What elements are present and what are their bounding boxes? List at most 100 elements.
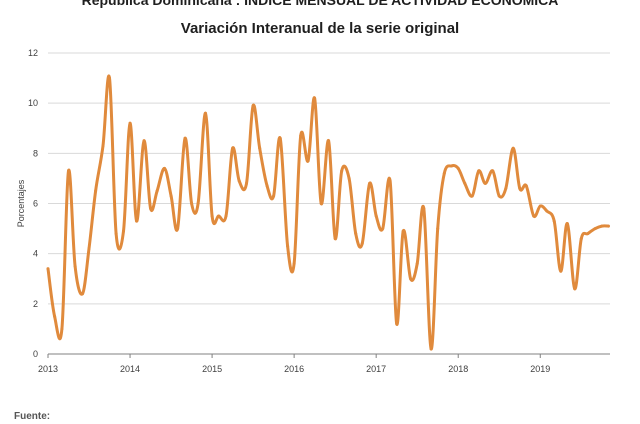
data-point [511,146,515,150]
data-point [265,184,269,188]
data-point [67,169,70,173]
data-point [204,111,207,115]
data-point [573,287,577,291]
x-tick-label: 2017 [366,364,386,374]
data-point [196,202,200,205]
data-point [128,121,132,125]
data-point [278,136,282,140]
data-point [217,214,221,218]
x-tick-label: 2019 [530,364,550,374]
data-point [313,96,317,100]
data-point [524,184,528,188]
data-point [190,202,194,205]
data-point [210,214,214,218]
data-point [442,171,446,175]
data-point [429,347,433,351]
data-point [319,202,323,205]
data-point [87,247,91,251]
data-point [593,227,597,231]
data-point [46,267,50,271]
chart-title: República Dominicana : ÍNDICE MENSUAL DE… [81,0,559,8]
data-point [60,327,64,331]
y-tick-label: 0 [33,349,38,359]
data-points [46,76,610,351]
data-point [251,104,255,108]
data-point [436,227,440,231]
data-point [518,187,522,190]
data-point [114,232,118,236]
data-point [169,194,173,198]
y-tick-label: 8 [33,148,38,158]
data-point [395,322,399,326]
data-point [600,224,604,228]
series-line [46,74,610,351]
data-point [422,207,426,210]
data-point [81,292,84,296]
data-point [183,136,187,140]
data-point [292,262,296,266]
x-tick-label: 2016 [284,364,304,374]
data-point [333,237,337,241]
chart-subtitle: Variación Interanual de la serie origina… [180,20,460,37]
data-point [101,144,105,148]
data-point [388,179,392,183]
data-point [94,189,98,193]
data-point [108,76,111,80]
data-point [73,264,77,268]
data-point [306,159,310,163]
data-point [149,207,153,210]
data-point [552,219,556,223]
data-point [360,242,364,246]
data-point [477,169,481,173]
data-point [450,164,454,168]
data-point [237,179,241,183]
data-point [53,314,57,318]
data-point [299,134,303,138]
x-tick-label: 2013 [38,364,58,374]
data-point [415,262,419,266]
data-point [456,166,460,170]
data-point [409,277,413,281]
data-point [286,244,290,248]
y-axis-ticks: 0 2 4 6 8 10 12 [28,48,38,359]
data-point [579,237,583,241]
data-point [374,214,378,218]
data-point [491,169,495,173]
y-tick-label: 12 [28,48,38,58]
data-point [340,169,344,173]
data-point [245,181,248,185]
data-point [504,187,508,190]
data-point [606,224,610,228]
data-point [122,229,125,233]
data-point [368,181,372,185]
data-point [224,214,228,218]
y-tick-label: 2 [33,299,38,309]
y-axis-label: Porcentajes [16,179,26,227]
data-point [483,181,487,185]
data-point [463,181,467,185]
data-point [258,146,262,150]
data-point [347,176,351,180]
x-tick-label: 2015 [202,364,222,374]
data-point [401,229,405,233]
y-tick-label: 4 [33,249,38,259]
data-point [327,139,331,143]
data-point [354,232,358,236]
data-point [142,139,146,143]
data-point [532,214,536,218]
data-point [176,227,180,231]
data-point [470,194,474,198]
data-point [231,146,235,150]
x-axis-ticks: 2013 2014 2015 2016 2017 2018 2019 [38,354,550,374]
y-tick-label: 6 [33,199,38,209]
data-point [538,204,542,208]
data-point [163,166,166,170]
data-point [155,189,159,193]
data-point [497,194,501,198]
data-point [545,209,549,213]
data-point [135,219,139,223]
y-tick-label: 10 [28,98,38,108]
x-tick-label: 2014 [120,364,140,374]
data-point [559,269,563,273]
